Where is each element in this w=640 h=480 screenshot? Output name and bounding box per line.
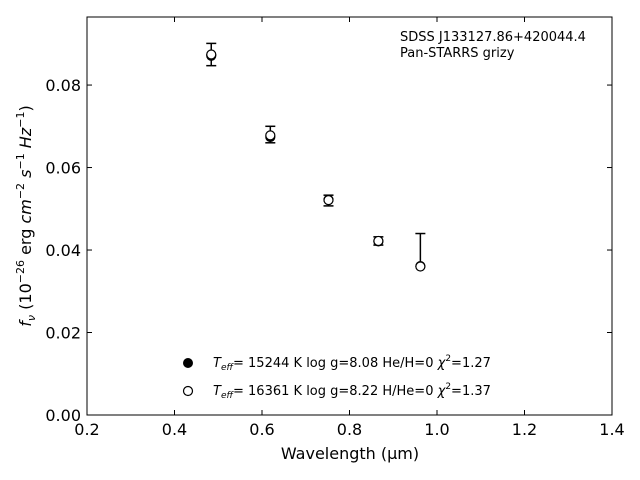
- x-tick-label-6: 1.4: [599, 420, 624, 439]
- y-tick-label-1: 0.02: [45, 324, 81, 343]
- x-tick-label-1: 0.4: [162, 420, 187, 439]
- data-markers: [206, 49, 426, 272]
- y-tick-label-0: 0.00: [45, 406, 81, 425]
- open-marker-2: [323, 195, 334, 206]
- open-marker-3: [373, 235, 384, 247]
- x-tick-label-2: 0.6: [249, 420, 274, 439]
- open-marker-0: [206, 49, 217, 60]
- x-tick-label-0: 0.2: [74, 420, 99, 439]
- y-tick-label-4: 0.08: [45, 76, 81, 95]
- legend-marker-filled: [183, 358, 193, 368]
- annotation-filters: Pan-STARRS grizy: [400, 46, 515, 61]
- annotation-object: SDSS J133127.86+420044.4: [400, 30, 586, 45]
- legend-entry-2: Teff= 16361 K log g=8.22 H/He=0 χ2=1.37: [213, 382, 491, 401]
- y-tick-label-3: 0.06: [45, 159, 81, 178]
- legend: Teff= 15244 K log g=8.08 He/H=0 χ2=1.27 …: [182, 354, 491, 401]
- x-tick-label-4: 1.0: [424, 420, 449, 439]
- x-tick-label-5: 1.2: [512, 420, 537, 439]
- open-marker-4: [415, 261, 426, 272]
- open-marker-1: [265, 130, 276, 141]
- error-bars: [206, 42, 426, 267]
- x-axis-label: Wavelength (μm): [281, 444, 419, 463]
- axis-ticks: 0.2 0.4 0.6 0.8 1.0 1.2 1.4 0.00 0.02 0.04 0.06 0.0…: [45, 17, 625, 439]
- x-tick-label-3: 0.8: [337, 420, 362, 439]
- legend-marker-open: [182, 385, 194, 397]
- y-axis-label: fν (10−26 erg cm−2 s−1 Hz−1): [14, 105, 38, 326]
- y-tick-label-2: 0.04: [45, 241, 81, 260]
- legend-entry-1: Teff= 15244 K log g=8.08 He/H=0 χ2=1.27: [213, 354, 491, 373]
